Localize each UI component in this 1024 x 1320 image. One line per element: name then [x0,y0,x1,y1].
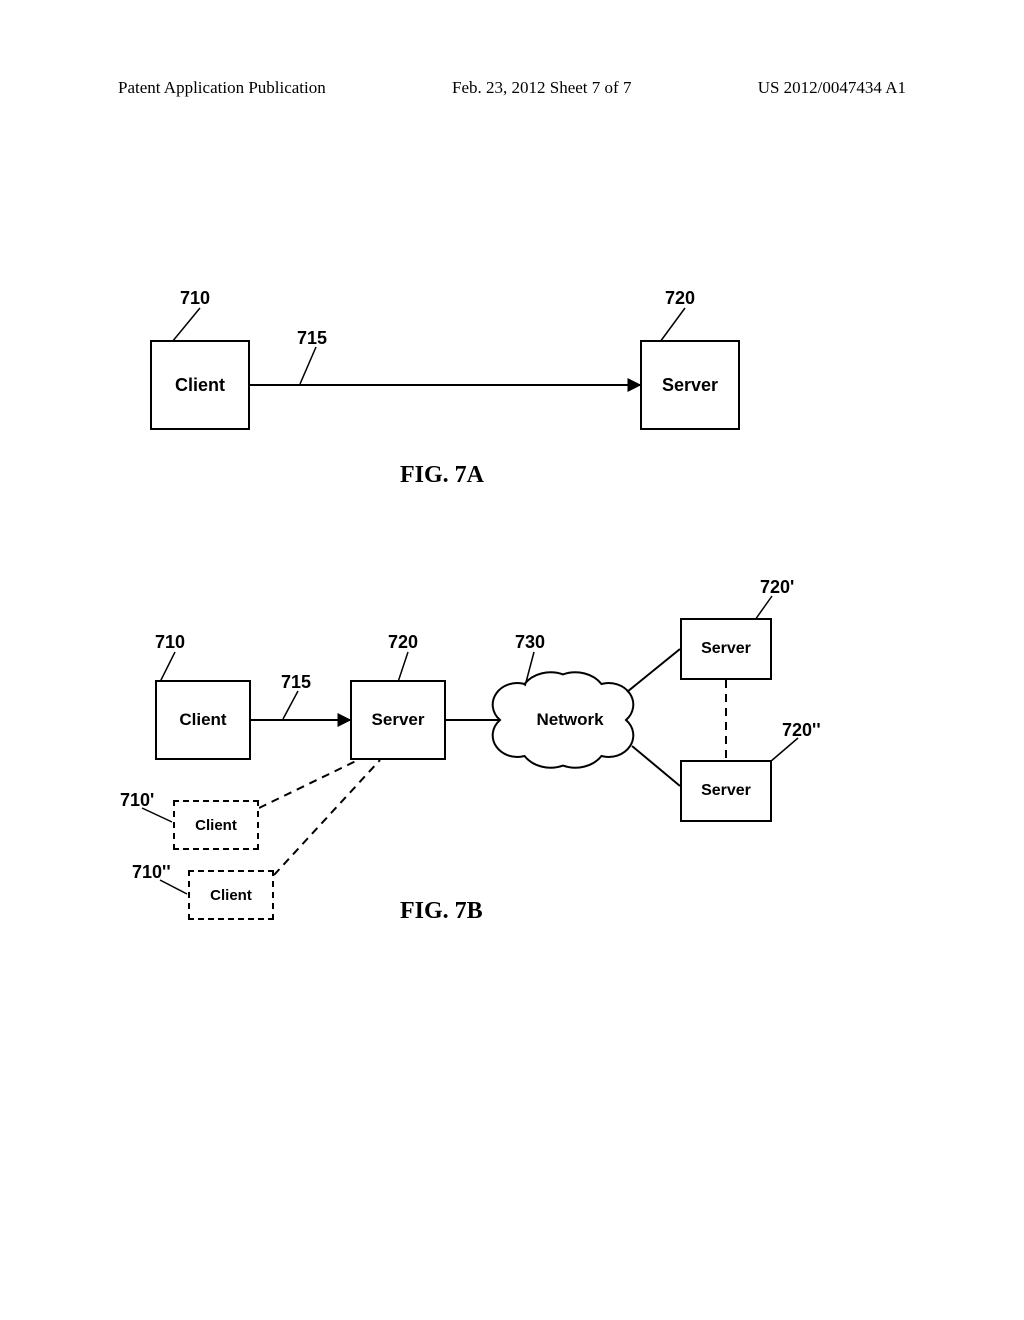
ref-label-720: 720 [388,632,418,653]
ref-label-710: 710 [155,632,185,653]
header-mid: Feb. 23, 2012 Sheet 7 of 7 [452,78,631,98]
server-box-7b-p: Server [680,618,772,680]
ref-label-710: 710 [180,288,210,309]
client-box-7b-pp: Client [188,870,274,920]
ref-label-720: 720 [665,288,695,309]
page-header: Patent Application Publication Feb. 23, … [0,78,1024,98]
ref-label-730: 730 [515,632,545,653]
diagram-wires: Network [0,0,1024,1320]
ref-label-715: 715 [281,672,311,693]
figure-7a-caption: FIG. 7A [400,462,484,489]
network-cloud-7b [493,672,634,767]
client-box-7b-p: Client [173,800,259,850]
ref-label-720p: 720' [760,577,794,598]
ref-label-715: 715 [297,328,327,349]
page: Patent Application Publication Feb. 23, … [0,0,1024,1320]
ref-label-710p: 710' [120,790,154,811]
header-left: Patent Application Publication [118,78,326,98]
server-box-7b-pp: Server [680,760,772,822]
client-box-7b: Client [155,680,251,760]
ref-label-720pp: 720'' [782,720,821,741]
figure-7b-caption: FIG. 7B [400,898,483,925]
server-box-7a: Server [640,340,740,430]
client-box-7a: Client [150,340,250,430]
server-box-7b: Server [350,680,446,760]
svg-text:Network: Network [536,710,604,729]
header-right: US 2012/0047434 A1 [758,78,906,98]
ref-label-710pp: 710'' [132,862,171,883]
